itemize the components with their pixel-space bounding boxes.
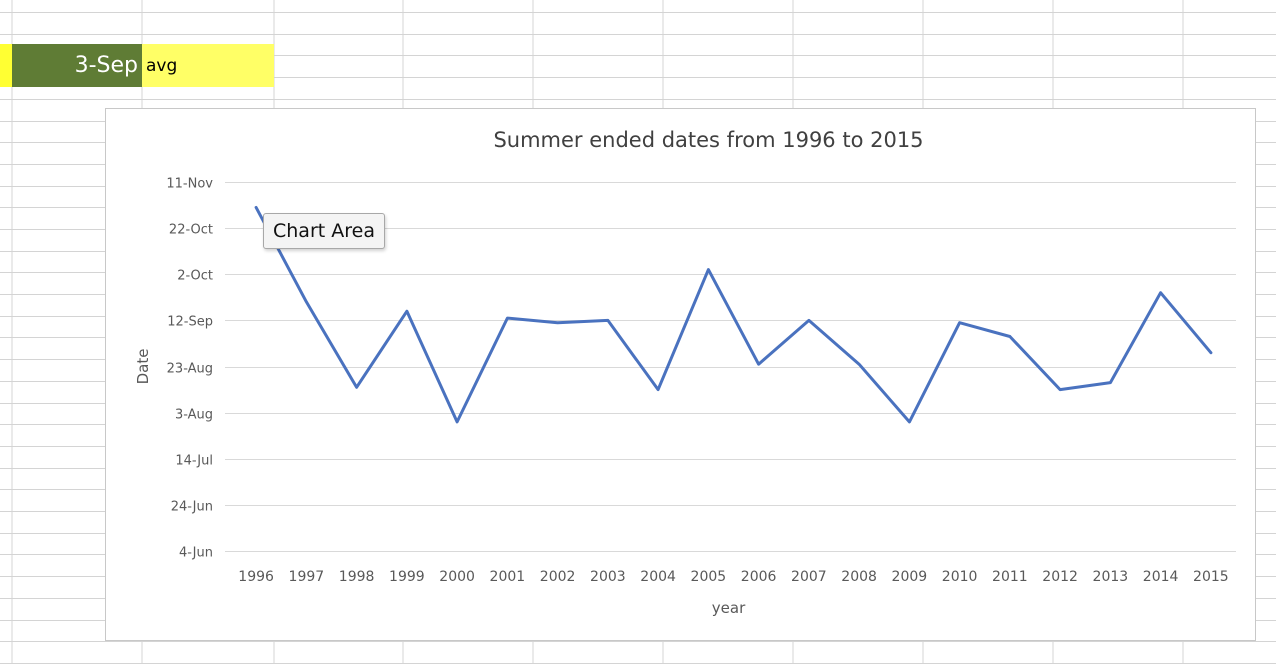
y-tick-label: 11-Nov xyxy=(166,177,213,192)
y-tick-label: 4-Jun xyxy=(179,546,213,561)
data-point-2012[interactable] xyxy=(1056,386,1064,394)
y-tick-label: 23-Aug xyxy=(167,362,213,377)
y-tick-label: 2-Oct xyxy=(177,269,213,284)
x-tick-label: 2005 xyxy=(691,569,727,585)
x-axis-title: year xyxy=(712,599,746,617)
x-tick-label: 2011 xyxy=(992,569,1028,585)
y-tick-label: 3-Aug xyxy=(175,408,213,423)
x-tick-label: 2013 xyxy=(1093,569,1129,585)
data-point-1996[interactable] xyxy=(252,203,260,211)
data-point-1999[interactable] xyxy=(403,307,411,315)
chart-title: Summer ended dates from 1996 to 2015 xyxy=(493,128,923,152)
x-tick-label: 2012 xyxy=(1042,569,1078,585)
x-tick-label: 2000 xyxy=(439,569,475,585)
data-point-2006[interactable] xyxy=(755,360,763,368)
y-tick-label: 22-Oct xyxy=(169,223,213,238)
x-tick-label: 2001 xyxy=(490,569,526,585)
data-point-2008[interactable] xyxy=(855,360,863,368)
data-point-2015[interactable] xyxy=(1207,349,1215,357)
data-point-2004[interactable] xyxy=(654,386,662,394)
x-tick-label: 1996 xyxy=(238,569,274,585)
chart-area-tooltip: Chart Area xyxy=(263,213,385,249)
x-tick-label: 2007 xyxy=(791,569,827,585)
selected-cell-strip[interactable] xyxy=(0,44,12,87)
x-tick-label: 2015 xyxy=(1193,569,1229,585)
chart-area[interactable]: Summer ended dates from 1996 to 2015 4-Ju… xyxy=(105,108,1256,641)
y-tick-label: 12-Sep xyxy=(167,315,213,330)
x-tick-label: 1998 xyxy=(339,569,375,585)
x-tick-label: 2003 xyxy=(590,569,626,585)
x-tick-label: 2010 xyxy=(942,569,978,585)
data-point-2005[interactable] xyxy=(704,266,712,274)
series-line[interactable] xyxy=(254,205,1213,424)
y-axis-title: Date xyxy=(134,349,152,385)
data-point-2002[interactable] xyxy=(554,319,562,327)
y-tick-label: 14-Jul xyxy=(175,454,213,469)
avg-label-cell[interactable]: avg xyxy=(142,44,274,87)
x-tick-label: 2004 xyxy=(640,569,676,585)
x-tick-label: 2002 xyxy=(540,569,576,585)
data-point-2000[interactable] xyxy=(453,418,461,426)
x-tick-label: 2008 xyxy=(841,569,877,585)
data-point-2014[interactable] xyxy=(1157,289,1165,297)
x-tick-label: 1999 xyxy=(389,569,425,585)
average-date-cell[interactable]: 3-Sep xyxy=(12,44,142,87)
data-point-2007[interactable] xyxy=(805,316,813,324)
x-tick-label: 2009 xyxy=(892,569,928,585)
data-point-2011[interactable] xyxy=(1006,333,1014,341)
x-tick-label: 1997 xyxy=(289,569,325,585)
data-point-2009[interactable] xyxy=(905,418,913,426)
data-point-1998[interactable] xyxy=(353,383,361,391)
data-point-2013[interactable] xyxy=(1106,379,1114,387)
data-point-2003[interactable] xyxy=(604,316,612,324)
y-tick-label: 24-Jun xyxy=(171,500,213,515)
line-chart[interactable]: Summer ended dates from 1996 to 2015 4-Ju… xyxy=(106,109,1255,640)
data-point-2010[interactable] xyxy=(956,319,964,327)
x-tick-label: 2014 xyxy=(1143,569,1179,585)
data-point-2001[interactable] xyxy=(503,314,511,322)
x-tick-label: 2006 xyxy=(741,569,777,585)
data-point-1997[interactable] xyxy=(302,298,310,306)
